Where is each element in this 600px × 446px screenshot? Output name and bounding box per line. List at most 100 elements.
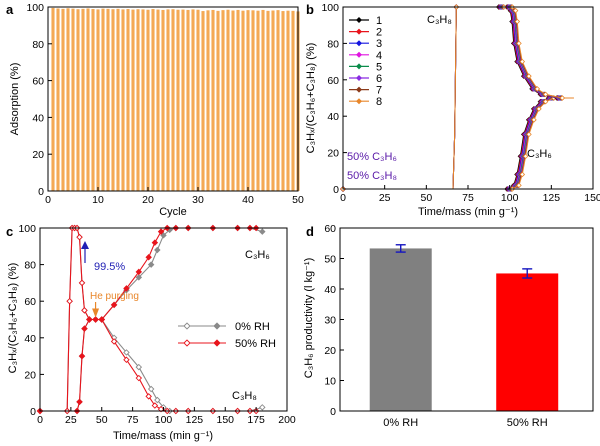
adsorption-bar <box>136 9 140 191</box>
legend-label: 4 <box>376 50 382 62</box>
panel-d-ytick-label: 30 <box>324 315 336 327</box>
c3h6-marker <box>160 232 167 239</box>
c3h8-marker <box>151 402 159 409</box>
panel-b-xtick-label: 25 <box>379 192 391 204</box>
adsorption-bar <box>176 9 180 192</box>
c3h6-marker <box>157 228 165 235</box>
legend-label: 7 <box>376 85 382 97</box>
c3h8-marker <box>123 356 130 363</box>
panel-c-ytick-label: 100 <box>18 223 36 235</box>
panel-b-ytick-label: 40 <box>327 111 339 123</box>
adsorption-bar <box>131 9 135 191</box>
panel-a-ytick-label: 40 <box>32 112 44 124</box>
panel-a-ticks: 0 10 20 30 40 50 0 20 40 60 80 100 <box>26 2 304 206</box>
panel-c: c 0 25 50 75 100 125 150 175 200 0 20 40 60 80 100 0% … <box>6 223 296 442</box>
panel-c-he-purging-label: He purging <box>90 291 139 302</box>
c3h8-marker <box>110 338 118 345</box>
adsorption-bar <box>246 10 250 191</box>
panel-b-ytick-label: 60 <box>327 75 339 87</box>
panel-d-ticks: 0 10 20 30 40 50 60 <box>324 223 344 418</box>
panel-a-ytick-label: 100 <box>26 2 44 14</box>
adsorption-bar <box>146 9 150 192</box>
legend-label: 3 <box>376 38 382 50</box>
panel-b-xtick-label: 0 <box>340 192 346 204</box>
c3h8-marker <box>145 393 152 400</box>
adsorption-bar <box>141 9 145 192</box>
panel-a-xtick-label: 50 <box>292 194 304 206</box>
c3h6-marker <box>522 153 529 160</box>
panel-c-xtick-label: 150 <box>216 414 234 426</box>
adsorption-bar <box>271 10 275 191</box>
c3h8-marker <box>66 297 73 305</box>
panel-a-ylabel: Adsorption (%) <box>9 63 21 136</box>
adsorption-bar <box>281 11 285 191</box>
c3h6-marker <box>259 228 266 235</box>
c3h6-marker <box>78 352 86 360</box>
c3h6-marker <box>147 261 155 268</box>
panel-b-ytick-label: 100 <box>321 2 339 14</box>
he-purging-arrowhead <box>92 308 100 318</box>
adsorption-bar <box>76 9 80 191</box>
adsorption-bar <box>286 10 290 192</box>
c3h6-marker <box>135 274 143 281</box>
adsorption-bar <box>181 9 185 191</box>
c3h8-marker <box>135 374 143 382</box>
adsorption-bar <box>101 8 105 191</box>
adsorption-bar <box>71 8 75 191</box>
adsorption-bar <box>186 9 190 191</box>
panel-c-reference-label: 99.5% <box>94 261 125 273</box>
panel-a-ytick-label: 60 <box>32 76 44 88</box>
adsorption-bar <box>151 9 155 191</box>
adsorption-bar <box>106 8 110 192</box>
adsorption-bar <box>291 10 295 192</box>
adsorption-bar <box>211 9 215 191</box>
adsorption-bar <box>161 9 165 191</box>
legend-marker-filled <box>213 322 221 330</box>
panel-c-label-c3h6: C₃H₆ <box>245 249 270 261</box>
panel-b-xtick-label: 50 <box>420 192 432 204</box>
c3h6-marker <box>516 182 522 189</box>
panel-c-ytick-label: 20 <box>24 369 36 381</box>
panel-b-label-c3h8: C₃H₈ <box>427 14 452 26</box>
panel-b-xtick-label: 75 <box>462 192 474 204</box>
panel-c-label-c3h8: C₃H₈ <box>232 390 257 402</box>
panel-c-xtick-label: 75 <box>127 414 139 426</box>
panel-a-xlabel: Cycle <box>159 206 187 218</box>
adsorption-bar <box>256 10 260 192</box>
adsorption-bar <box>61 8 65 192</box>
category-label: 0% RH <box>383 417 418 429</box>
legend-marker <box>356 17 362 23</box>
panel-d-ytick-label: 10 <box>324 376 336 388</box>
panel-b-xtick-label: 150 <box>584 192 600 204</box>
adsorption-bar <box>51 7 55 192</box>
panel-c-xtick-label: 25 <box>65 414 77 426</box>
panel-b-xtick-label: 125 <box>543 192 561 204</box>
panel-a-xtick-label: 20 <box>142 194 154 206</box>
adsorption-bar <box>86 8 90 191</box>
legend-marker <box>356 98 362 105</box>
panel-c-ticks: 0 25 50 75 100 125 150 175 200 0 20 40 60 80 100 <box>18 223 295 426</box>
panel-b-xtick-label: 100 <box>501 192 519 204</box>
panel-a-xtick-label: 0 <box>45 194 51 206</box>
reference-arrowhead <box>81 241 89 249</box>
c3h8-marker <box>534 86 541 92</box>
legend-label: 0% RH <box>235 321 270 333</box>
legend-label: 2 <box>376 27 382 39</box>
c3h8-marker <box>516 40 522 47</box>
panel-b-series <box>340 4 574 192</box>
legend-label: 5 <box>376 61 382 73</box>
panel-a-xtick-label: 30 <box>192 194 204 206</box>
panel-b-feed-c3h6: 50% C₃H₆ <box>347 151 397 163</box>
c3h8-marker <box>76 233 83 241</box>
adsorption-bar <box>126 9 130 191</box>
panel-b-label-c3h6: C₃H₆ <box>527 148 552 160</box>
c3h6-marker <box>81 325 88 332</box>
panel-a-xtick-label: 40 <box>242 194 254 206</box>
legend-marker <box>356 75 362 81</box>
adsorption-bar <box>171 9 175 191</box>
panel-a-ytick-label: 0 <box>38 186 44 198</box>
panel-b-ylabel: C₃Hₓ/(C₃H₆+C₃H₈) (%) <box>305 43 317 154</box>
c3h8-marker <box>123 349 130 356</box>
